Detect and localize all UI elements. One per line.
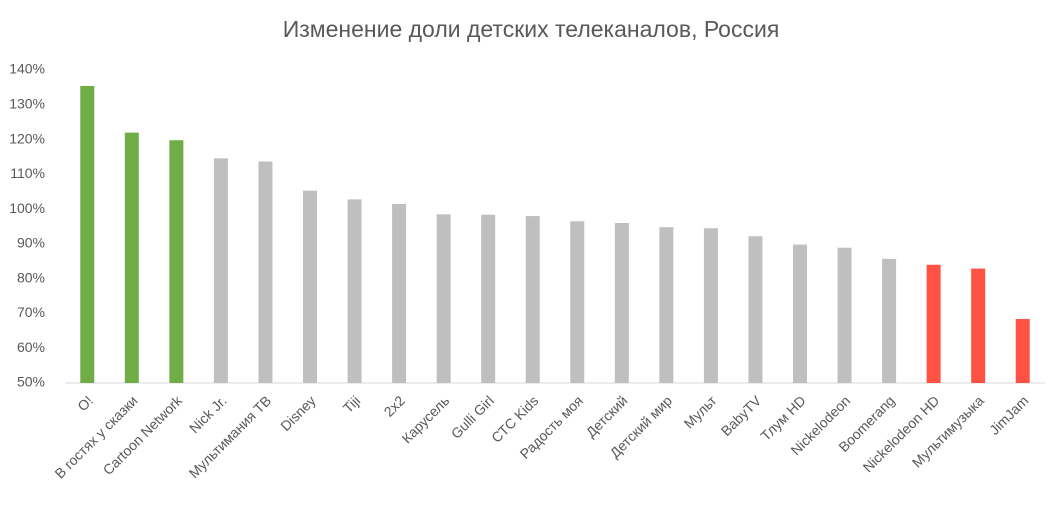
x-tick-label: Cartoon Network bbox=[100, 392, 186, 478]
bar bbox=[213, 158, 228, 383]
y-tick-label: 80% bbox=[17, 269, 45, 285]
bar bbox=[703, 228, 718, 383]
bar bbox=[303, 190, 317, 383]
bar bbox=[347, 199, 362, 383]
bar bbox=[882, 258, 897, 383]
x-tick-label: JimJam bbox=[986, 392, 1031, 437]
x-tick-label: Мультимания ТВ bbox=[185, 392, 274, 481]
bar bbox=[481, 214, 496, 383]
y-tick-label: 110% bbox=[10, 165, 45, 181]
bar bbox=[614, 223, 629, 383]
y-tick-label: 100% bbox=[9, 200, 45, 216]
bar bbox=[124, 132, 139, 383]
bar bbox=[659, 227, 674, 383]
x-tick-label: Disney bbox=[277, 392, 319, 434]
bar bbox=[748, 236, 763, 383]
y-tick-label: 90% bbox=[17, 235, 45, 251]
bar bbox=[926, 264, 941, 383]
x-tick-label: Nickelodeon HD bbox=[860, 392, 943, 475]
chart-title: Изменение доли детских телеканалов, Росс… bbox=[283, 16, 780, 42]
bar bbox=[169, 140, 184, 383]
bar bbox=[1015, 319, 1030, 383]
x-tick-label: 2x2 bbox=[381, 392, 408, 419]
bar bbox=[392, 203, 407, 383]
bar bbox=[80, 85, 95, 384]
y-tick-label: 60% bbox=[17, 339, 45, 355]
x-tick-label: В гостях у сказки bbox=[51, 392, 140, 481]
x-tick-label: Nick Jr. bbox=[186, 392, 230, 436]
x-tick-label: Tiji bbox=[340, 392, 364, 416]
x-tick-label: Карусель bbox=[398, 392, 452, 446]
bar bbox=[570, 221, 585, 383]
y-tick-label: 70% bbox=[17, 304, 45, 320]
bar bbox=[837, 247, 852, 383]
y-tick-label: 120% bbox=[9, 130, 45, 146]
y-tick-label: 130% bbox=[9, 95, 45, 111]
bar bbox=[258, 161, 273, 383]
y-tick-label: 140% bbox=[9, 61, 45, 77]
y-tick-label: 50% bbox=[17, 374, 45, 390]
x-tick-label: O! bbox=[74, 392, 96, 414]
x-tick-label: Мульт bbox=[681, 392, 721, 432]
bar bbox=[436, 214, 451, 383]
bar bbox=[525, 216, 540, 383]
bar bbox=[793, 244, 807, 383]
bar bbox=[971, 268, 986, 383]
